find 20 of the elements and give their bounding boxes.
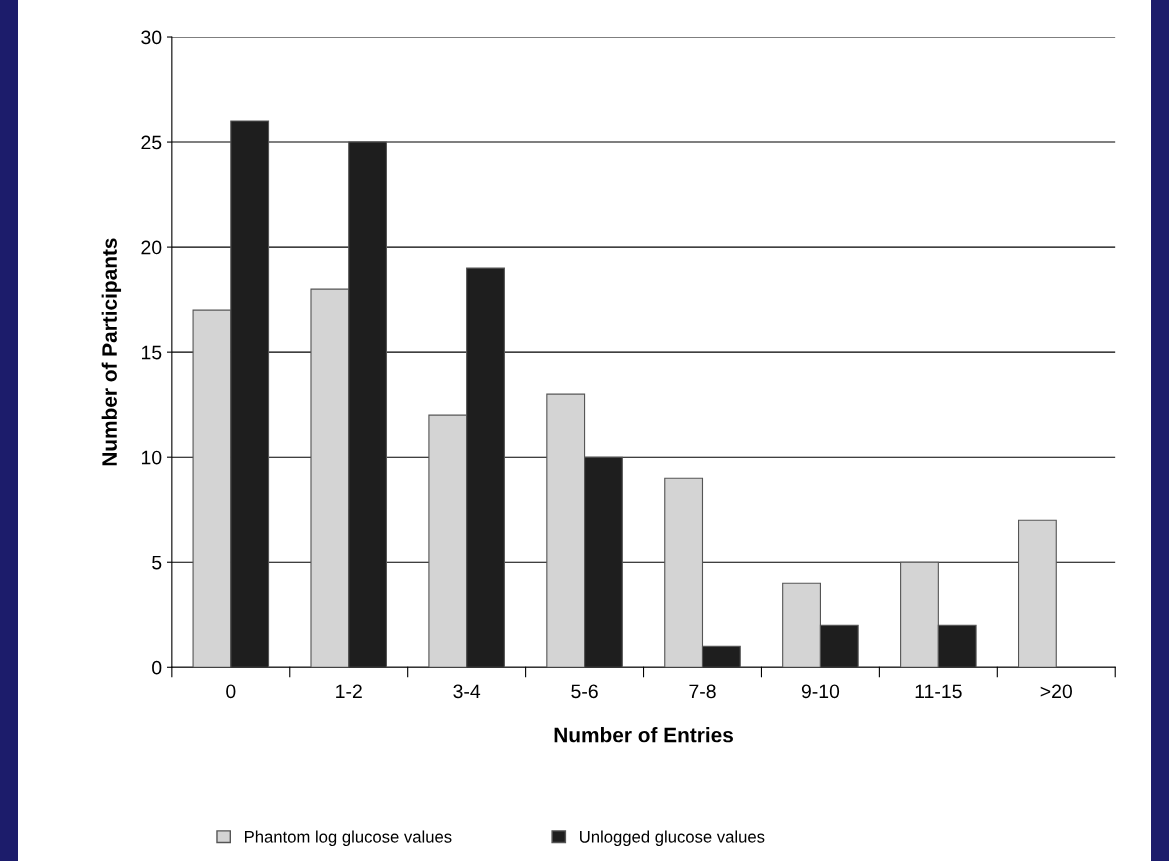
y-tick-label: 25 bbox=[141, 135, 162, 150]
x-tick-label: 7-8 bbox=[689, 684, 716, 699]
x-axis-title: Number of Entries bbox=[554, 727, 733, 743]
legend-label: Phantom log glucose values bbox=[245, 830, 452, 846]
y-tick-label: 10 bbox=[141, 450, 162, 465]
y-tick-label: 20 bbox=[141, 240, 162, 255]
x-tick-label: 9-10 bbox=[801, 684, 840, 699]
y-axis-title: Number of Participants bbox=[101, 238, 122, 466]
x-tick-label: 5-6 bbox=[571, 684, 598, 699]
x-tick-label: >20 bbox=[1040, 684, 1072, 699]
y-tick-label: 15 bbox=[141, 345, 162, 360]
legend-label: Unlogged glucose values bbox=[580, 830, 765, 846]
x-tick-label: 11-15 bbox=[915, 684, 962, 699]
x-tick-label: 0 bbox=[226, 684, 236, 699]
x-tick-label: 1-2 bbox=[336, 684, 362, 699]
y-tick-label: 0 bbox=[152, 660, 162, 675]
y-tick-label: 5 bbox=[152, 555, 162, 570]
y-tick-label: 30 bbox=[141, 30, 162, 45]
bar bbox=[1017, 519, 1057, 668]
x-tick-label: 3-4 bbox=[453, 684, 481, 699]
